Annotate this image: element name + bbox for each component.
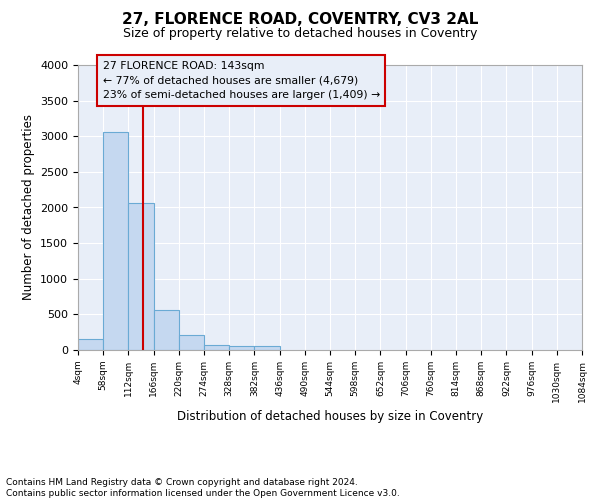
Text: 27, FLORENCE ROAD, COVENTRY, CV3 2AL: 27, FLORENCE ROAD, COVENTRY, CV3 2AL (122, 12, 478, 28)
Bar (128, 202, 154, 350)
Bar (254, 346, 280, 350)
Bar (179, 335, 204, 350)
Bar (229, 346, 254, 350)
Bar (154, 310, 179, 350)
Y-axis label: Number of detached properties: Number of detached properties (22, 114, 35, 300)
Text: 27 FLORENCE ROAD: 143sqm
← 77% of detached houses are smaller (4,679)
23% of sem: 27 FLORENCE ROAD: 143sqm ← 77% of detach… (103, 61, 380, 100)
X-axis label: Distribution of detached houses by size in Coventry: Distribution of detached houses by size … (177, 410, 483, 423)
Text: Contains HM Land Registry data © Crown copyright and database right 2024.
Contai: Contains HM Land Registry data © Crown c… (6, 478, 400, 498)
Bar (204, 346, 229, 350)
Text: Size of property relative to detached houses in Coventry: Size of property relative to detached ho… (123, 28, 477, 40)
Bar (103, 132, 128, 350)
Bar (78, 340, 103, 350)
